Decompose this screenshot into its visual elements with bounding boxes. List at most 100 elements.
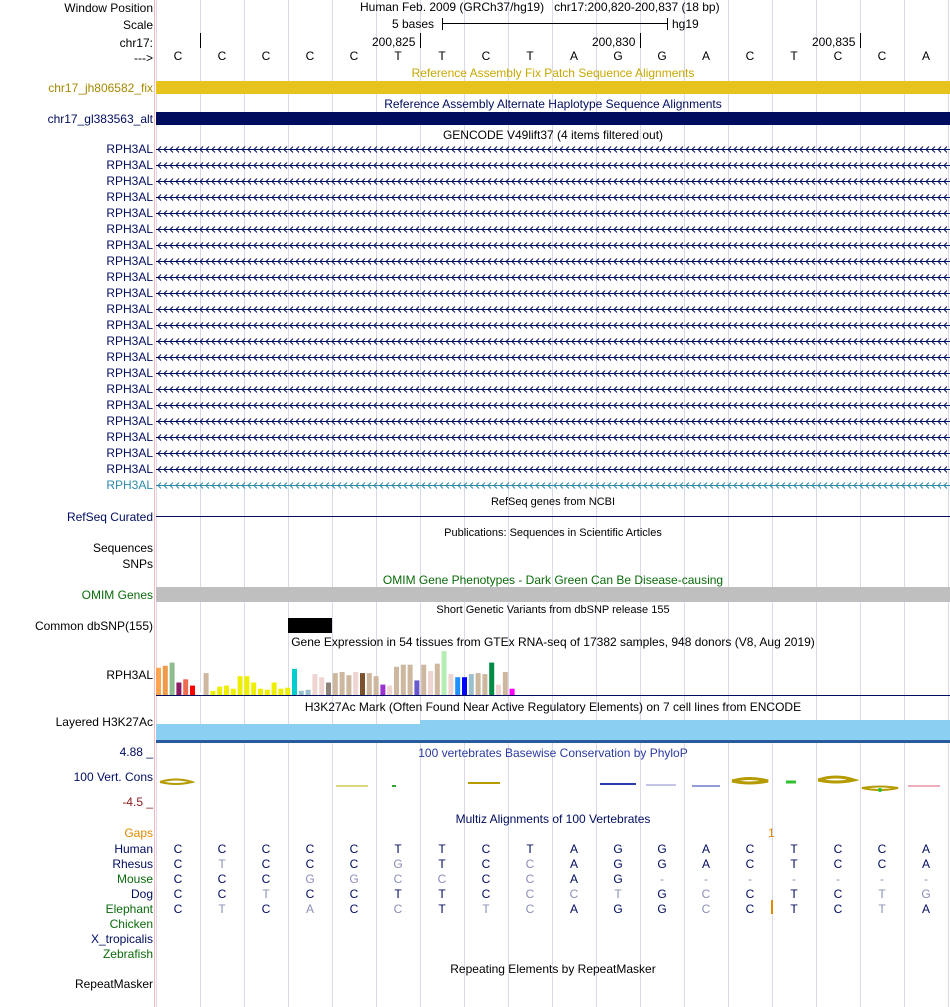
species-label[interactable]: Dog	[130, 887, 153, 901]
gencode-transcript-label[interactable]: RPH3AL	[106, 238, 153, 252]
gtex-bar	[319, 677, 325, 695]
track-label-sequences[interactable]: Sequences	[92, 541, 153, 555]
gencode-transcript-label[interactable]: RPH3AL	[106, 446, 153, 460]
gencode-transcript[interactable]	[156, 417, 950, 426]
species-label[interactable]: Mouse	[116, 872, 153, 886]
gencode-transcript-label[interactable]: RPH3AL	[106, 398, 153, 412]
alignment-base: C	[525, 887, 535, 901]
species-label[interactable]: Zebrafish	[102, 947, 153, 961]
track-label-snps[interactable]: SNPs	[122, 557, 153, 571]
gencode-transcript-label[interactable]: RPH3AL	[106, 430, 153, 444]
gencode-transcript-label[interactable]: RPH3AL	[106, 302, 153, 316]
alignment-base: C	[261, 872, 271, 886]
grid-line	[772, 0, 773, 1007]
phylop-wiggle[interactable]	[156, 770, 950, 796]
gencode-transcript[interactable]	[156, 273, 950, 282]
gencode-transcript[interactable]	[156, 193, 950, 202]
gencode-transcript-label[interactable]: RPH3AL	[106, 318, 153, 332]
alignment-base: C	[833, 887, 843, 901]
gencode-transcript[interactable]	[156, 465, 950, 474]
track-label-phylop[interactable]: 100 Vert. Cons	[73, 770, 153, 784]
gtex-bar	[210, 690, 216, 695]
species-label[interactable]: Rhesus	[112, 857, 153, 871]
gencode-transcript[interactable]	[156, 353, 950, 362]
alignment-base: A	[569, 902, 578, 916]
gencode-transcript-label[interactable]: RPH3AL	[106, 206, 153, 220]
track-title-fix-patch: Reference Assembly Fix Patch Sequence Al…	[411, 66, 695, 80]
gencode-transcript-label[interactable]: RPH3AL	[106, 334, 153, 348]
reference-base: C	[217, 49, 227, 63]
alignment-base: G	[657, 842, 667, 856]
reference-base: T	[438, 49, 446, 63]
reference-base: C	[261, 49, 271, 63]
gencode-transcript[interactable]	[156, 225, 950, 234]
alignment-base: C	[261, 842, 271, 856]
gencode-transcript-label[interactable]: RPH3AL	[106, 414, 153, 428]
gencode-transcript[interactable]	[156, 257, 950, 266]
grid-line	[904, 0, 905, 1007]
gtex-bar	[217, 686, 223, 695]
gencode-transcript[interactable]	[156, 177, 950, 186]
gencode-transcript[interactable]	[156, 305, 950, 314]
gencode-transcript[interactable]	[156, 289, 950, 298]
gencode-transcript[interactable]	[156, 449, 950, 458]
gencode-transcript[interactable]	[156, 241, 950, 250]
alignment-base: T	[262, 887, 270, 901]
gencode-transcript-label[interactable]: RPH3AL	[106, 270, 153, 284]
gencode-transcript-label[interactable]: RPH3AL	[106, 350, 153, 364]
alignment-base: C	[833, 857, 843, 871]
track-label-repeatmasker[interactable]: RepeatMasker	[74, 977, 153, 991]
phylop-ymin: -4.5 _	[122, 795, 153, 809]
gencode-transcript-label[interactable]: RPH3AL	[106, 478, 153, 492]
gencode-transcript-label[interactable]: RPH3AL	[106, 190, 153, 204]
alignment-base: C	[349, 887, 359, 901]
multiz-gaps-label: Gaps	[124, 826, 153, 840]
db-text: hg19	[672, 17, 699, 31]
gencode-transcript[interactable]	[156, 337, 950, 346]
grid-line	[640, 0, 641, 1007]
species-label[interactable]: Human	[114, 842, 153, 856]
gencode-transcript-label[interactable]: RPH3AL	[106, 174, 153, 188]
track-label-alt-haplotype[interactable]: chr17_gl383563_alt	[47, 112, 153, 126]
reference-base: T	[526, 49, 534, 63]
species-label[interactable]: Chicken	[109, 917, 153, 931]
gencode-transcript-label[interactable]: RPH3AL	[106, 254, 153, 268]
gencode-transcript-label[interactable]: RPH3AL	[106, 222, 153, 236]
alignment-base: C	[745, 887, 755, 901]
gencode-transcript[interactable]	[156, 481, 950, 490]
h3k27ac-signal[interactable]	[156, 724, 420, 740]
dbsnp-variant[interactable]	[288, 618, 332, 633]
gencode-transcript-label[interactable]: RPH3AL	[106, 286, 153, 300]
gencode-transcript[interactable]	[156, 385, 950, 394]
gencode-transcript[interactable]	[156, 145, 950, 154]
gencode-transcript[interactable]	[156, 161, 950, 170]
gencode-transcript-label[interactable]: RPH3AL	[106, 462, 153, 476]
species-label[interactable]: Elephant	[105, 902, 153, 916]
omim-bar[interactable]	[156, 587, 950, 602]
alignment-base: C	[349, 842, 359, 856]
gencode-transcript[interactable]	[156, 369, 950, 378]
gencode-transcript[interactable]	[156, 209, 950, 218]
refseq-gene-line[interactable]	[156, 516, 950, 517]
alt-haplotype-bar[interactable]	[156, 112, 950, 125]
track-label-dbsnp[interactable]: Common dbSNP(155)	[34, 619, 153, 633]
gencode-transcript[interactable]	[156, 321, 950, 330]
gencode-transcript-label[interactable]: RPH3AL	[106, 142, 153, 156]
gencode-transcript[interactable]	[156, 401, 950, 410]
gencode-transcript-label[interactable]: RPH3AL	[106, 158, 153, 172]
gencode-transcript-label[interactable]: RPH3AL	[106, 366, 153, 380]
track-label-refseq[interactable]: RefSeq Curated	[66, 510, 153, 524]
track-label-gtex[interactable]: RPH3AL	[106, 668, 153, 682]
track-label-h3k27ac[interactable]: Layered H3K27Ac	[55, 715, 153, 729]
h3k27ac-signal[interactable]	[420, 720, 950, 740]
phylop-mark	[731, 777, 769, 785]
species-label[interactable]: X_tropicalis	[90, 932, 153, 946]
gtex-bar-chart[interactable]	[156, 648, 950, 696]
alignment-base: -	[660, 872, 664, 886]
track-label-fix-patch[interactable]: chr17_jh806582_fix	[48, 81, 153, 95]
gencode-transcript[interactable]	[156, 433, 950, 442]
fix-patch-bar[interactable]	[156, 81, 950, 94]
gencode-transcript-label[interactable]: RPH3AL	[106, 382, 153, 396]
track-label-omim[interactable]: OMIM Genes	[81, 588, 153, 602]
gtex-bar	[183, 679, 189, 695]
